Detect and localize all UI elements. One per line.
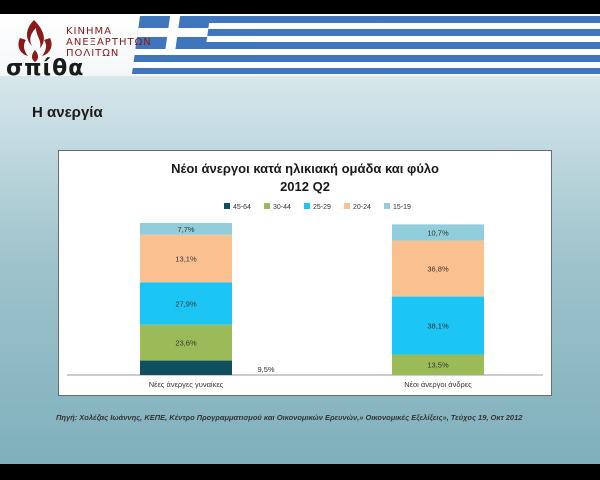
data-label: 36,8% [427,265,449,274]
logo-wordmark: σπίθα [6,56,85,81]
stacked-bar-chart: Νέοι άνεργοι κατά ηλικιακή ομάδα και φύλ… [67,161,543,389]
source-citation: Πηγή: Χολέζας Ιωάννης, ΚΕΠΕ, Κέντρο Προγ… [56,413,523,422]
data-label: 10,7% [427,229,449,238]
bar-segment [392,240,484,297]
bar-segment [140,234,232,283]
logo-tagline: ΚΙΝΗΜΑ ΑΝΕΞΑΡΤΗΤΩΝ ΠΟΛΙΤΩΝ [66,26,152,59]
data-label: 38,1% [427,322,449,331]
legend-swatch [384,203,390,209]
data-label: 9,5% [257,365,274,374]
chart-title: Νέοι άνεργοι κατά ηλικιακή ομάδα και φύλ… [171,161,439,176]
bar-segment [140,223,232,235]
data-label: 23,6% [175,339,197,348]
bar-segment [392,224,484,241]
legend-swatch [264,203,270,209]
legend-label: 30-44 [273,204,291,211]
legend-label: 25-29 [313,204,331,211]
chart-subtitle: 2012 Q2 [280,179,330,194]
legend-label: 15-19 [393,204,411,211]
chart-panel: Νέοι άνεργοι κατά ηλικιακή ομάδα και φύλ… [58,150,552,396]
flame-icon [18,20,52,62]
greek-flag-banner [131,16,600,74]
legend-label: 45-64 [233,204,251,211]
data-label: 7,7% [177,225,194,234]
data-label: 27,9% [175,299,197,308]
bar-segment [140,282,232,325]
logo-tagline-line: ΠΟΛΙΤΩΝ [66,48,120,59]
category-label: Νέοι άνεργοι άνδρες [404,380,472,389]
data-label: 13,5% [427,361,449,370]
legend-swatch [304,203,310,209]
logo: σπίθα ΚΙΝΗΜΑ ΑΝΕΞΑΡΤΗΤΩΝ ΠΟΛΙΤΩΝ [6,16,151,81]
header-band: σπίθα ΚΙΝΗΜΑ ΑΝΕΞΑΡΤΗΤΩΝ ΠΟΛΙΤΩΝ [0,14,600,81]
bar-segment [392,354,484,375]
category-label: Νέες άνεργες γυναίκες [149,380,224,389]
bar-segment [140,324,232,361]
slide: σπίθα ΚΙΝΗΜΑ ΑΝΕΞΑΡΤΗΤΩΝ ΠΟΛΙΤΩΝ Η ανεργ… [0,14,600,464]
logo-tagline-line: ΑΝΕΞΑΡΤΗΤΩΝ [66,37,152,48]
legend-label: 20-24 [353,204,371,211]
bar-segment [140,360,232,375]
slide-title: Η ανεργία [32,104,103,121]
legend-swatch [224,203,230,209]
logo-tagline-line: ΚΙΝΗΜΑ [66,26,112,37]
bar-segment [392,296,484,355]
legend-swatch [344,203,350,209]
data-label: 13,1% [175,254,197,263]
